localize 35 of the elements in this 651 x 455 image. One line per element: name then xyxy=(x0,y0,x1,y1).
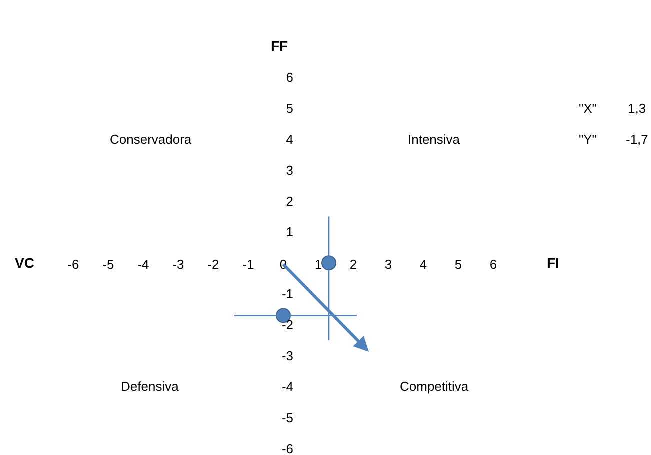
annotation: Defensiva xyxy=(121,379,180,394)
x-tick-label: 1 xyxy=(314,257,322,272)
annotation: VC xyxy=(15,255,34,271)
y-tick-label: 5 xyxy=(286,100,294,116)
y-tick-label: -5 xyxy=(282,410,294,426)
annotation: Competitiva xyxy=(400,379,470,394)
y-tick-label: -4 xyxy=(282,379,294,394)
y-tick-label: 1 xyxy=(286,224,294,240)
x-tick-label: 6 xyxy=(490,257,498,272)
y-tick-label: 6 xyxy=(286,70,294,85)
x-tick-label: -5 xyxy=(102,257,114,272)
annotation: Intensiva xyxy=(408,132,461,147)
y-tick-label: -1 xyxy=(282,286,294,302)
y-tick-label: 3 xyxy=(286,162,294,178)
x-tick-label: 4 xyxy=(420,257,428,272)
annotation: -1,7 xyxy=(626,132,648,147)
y-axis-title: FF xyxy=(271,38,289,54)
x-tick-label: 2 xyxy=(350,257,358,272)
y-tick-label: 2 xyxy=(286,194,294,209)
x-tick-label: -6 xyxy=(68,257,80,272)
annotation: "Y" xyxy=(579,132,598,147)
x-tick-label: -3 xyxy=(172,257,184,272)
x-axis-title: FI xyxy=(547,255,560,271)
annotation: 1,3 xyxy=(628,101,646,116)
annotation: "X" xyxy=(579,101,598,116)
annotation: Conservadora xyxy=(110,132,192,147)
x-tick-label: -1 xyxy=(242,257,254,272)
x-tick-label: -4 xyxy=(138,257,150,272)
y-tick-label: -6 xyxy=(282,441,294,455)
x-tick-label: 3 xyxy=(384,257,392,272)
y-tick-label: -3 xyxy=(282,348,294,364)
y-tick-label: 4 xyxy=(286,132,294,147)
x-tick-label: 5 xyxy=(454,257,462,272)
x-tick-label: -2 xyxy=(208,257,220,272)
y-tick-label: -2 xyxy=(282,318,294,333)
